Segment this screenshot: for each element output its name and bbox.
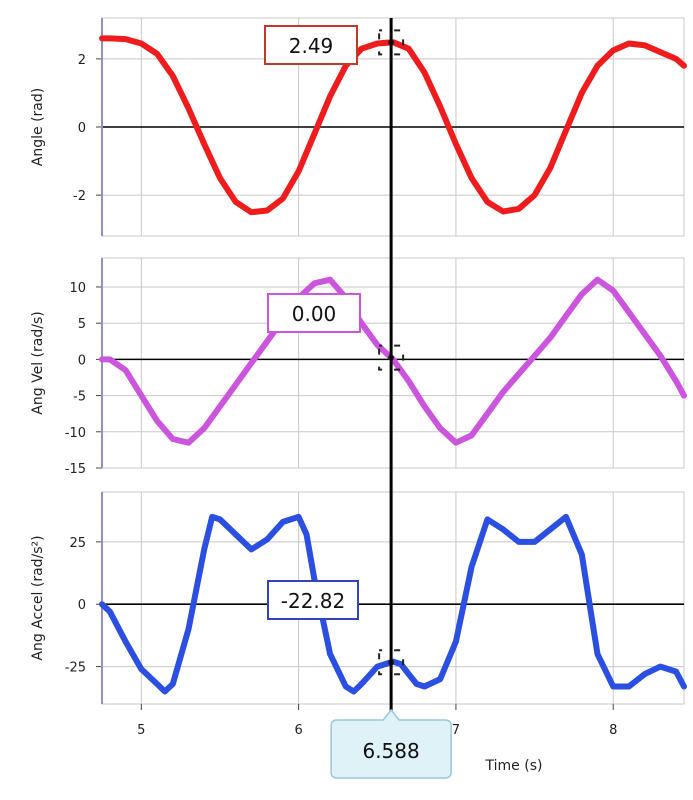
readout-box xyxy=(267,580,359,620)
series-line xyxy=(99,513,687,695)
y-tick-label: 10 xyxy=(69,281,86,296)
x-axis-label: Time (s) xyxy=(485,758,543,774)
x-tick-label: 5 xyxy=(137,723,145,738)
y-tick-label: 0 xyxy=(78,598,86,613)
x-tick-label: 7 xyxy=(452,723,460,738)
panel-2: -15 -10 -5 0 5 10 Ang Vel (rad/s) 0.00 xyxy=(30,257,687,477)
cursor-marker xyxy=(378,344,405,371)
x-tick-label: 6 xyxy=(294,723,302,738)
readout-value: 0.00 xyxy=(292,302,337,326)
y-tick-label: -5 xyxy=(73,390,86,405)
panel-1: -2 0 2 Angle (rad) 2.49 xyxy=(30,17,687,237)
readout-box xyxy=(264,25,358,65)
time-callout-value: 6.588 xyxy=(362,739,419,763)
plot-area xyxy=(101,491,685,705)
y-tick-label: 5 xyxy=(78,317,86,332)
y-tick-label: -25 xyxy=(65,661,86,676)
readout-value: -22.82 xyxy=(281,589,345,613)
y-axis-label: Ang Vel (rad/s) xyxy=(30,311,46,414)
x-tick-label: 8 xyxy=(609,723,617,738)
y-tick-label: 0 xyxy=(78,353,86,368)
time-callout xyxy=(330,708,452,779)
y-tick-label: 2 xyxy=(78,53,86,68)
panel-3: -25 0 25 Ang Accel (rad/s²) 5 6 7 8 Time (s) -22.… xyxy=(30,491,687,774)
y-tick-label: -15 xyxy=(65,462,86,477)
y-axis-label: Angle (rad) xyxy=(30,88,46,166)
readout-box xyxy=(267,293,361,333)
y-axis-label: Ang Accel (rad/s²) xyxy=(30,535,46,660)
y-tick-label: 0 xyxy=(78,121,86,136)
y-tick-label: 25 xyxy=(69,536,86,551)
cursor-marker xyxy=(378,649,405,676)
y-tick-label: -10 xyxy=(65,426,86,441)
cursor-layer: 6.588 xyxy=(330,18,452,779)
y-tick-label: -2 xyxy=(73,189,86,204)
panels: -2 0 2 Angle (rad) 2.49 -15 -10 -5 0 5 10 Ang Vel (… xyxy=(30,17,687,774)
readout-value: 2.49 xyxy=(289,34,334,58)
cursor-marker xyxy=(378,29,405,56)
